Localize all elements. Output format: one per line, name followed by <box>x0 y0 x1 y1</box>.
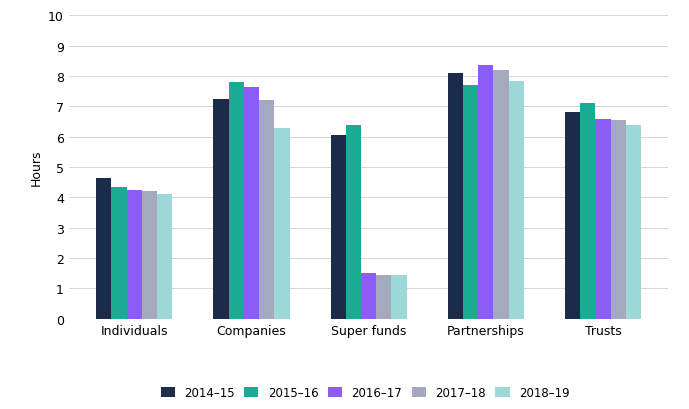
Bar <box>274 128 289 319</box>
Bar <box>580 104 595 319</box>
Bar <box>391 275 407 319</box>
Bar <box>595 119 610 319</box>
Bar <box>157 195 172 319</box>
Bar <box>127 191 142 319</box>
Bar <box>214 100 229 319</box>
Bar <box>463 86 478 319</box>
Bar <box>508 81 524 319</box>
Bar <box>376 275 391 319</box>
Bar <box>96 178 112 319</box>
Bar <box>610 121 626 319</box>
Bar <box>493 71 508 319</box>
Bar <box>244 88 259 319</box>
Bar <box>112 187 127 319</box>
Bar <box>331 136 346 319</box>
Bar <box>478 66 493 319</box>
Bar <box>346 125 361 319</box>
Bar <box>361 274 376 319</box>
Bar <box>448 74 463 319</box>
Bar <box>229 83 244 319</box>
Bar <box>565 113 580 319</box>
Bar <box>626 125 641 319</box>
Y-axis label: Hours: Hours <box>30 149 43 186</box>
Bar <box>259 101 274 319</box>
Bar <box>142 192 157 319</box>
Legend: 2014–15, 2015–16, 2016–17, 2017–18, 2018–19: 2014–15, 2015–16, 2016–17, 2017–18, 2018… <box>161 386 570 399</box>
